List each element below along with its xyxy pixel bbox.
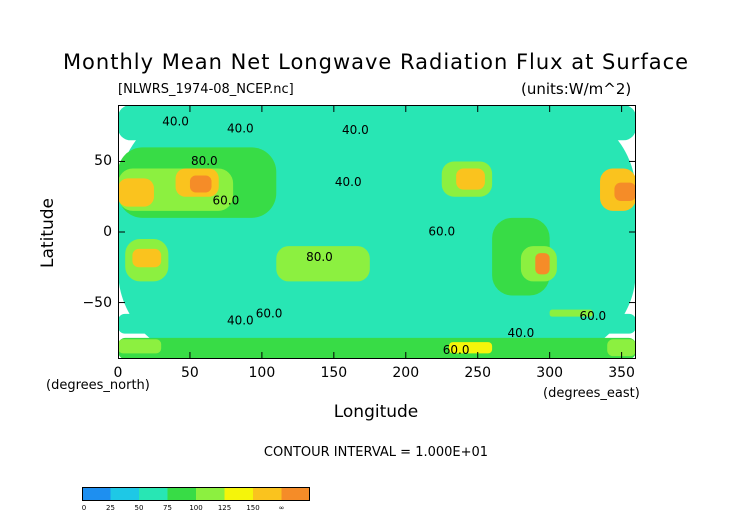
y-axis-label: Latitude [38, 198, 58, 268]
flux-region-13 [132, 248, 162, 268]
flux-region-9 [456, 168, 485, 190]
file-name: [NLWRS_1974-08_NCEP.nc] [118, 82, 294, 97]
contour-label: 80.0 [306, 250, 333, 264]
legend-label: 50 [134, 504, 144, 512]
contour-label: 80.0 [191, 154, 218, 168]
flux-region-23 [607, 339, 636, 357]
contour-interval: CONTOUR INTERVAL = 1.000E+01 [263, 445, 489, 460]
flux-region-11 [614, 182, 636, 201]
legend-swatch [167, 487, 196, 501]
flux-region-21 [448, 342, 493, 354]
legend-label: 0 [81, 504, 87, 512]
contour-label: 40.0 [227, 313, 254, 327]
contour-label: 40.0 [335, 175, 362, 189]
legend-swatch [281, 487, 310, 501]
color-legend: 0 25 50 75 100 125 150 ∞ [82, 487, 312, 515]
y-tick-label: 0 [103, 224, 112, 240]
flux-region-5 [118, 178, 154, 207]
legend-swatch [139, 487, 168, 501]
color-legend-bar [82, 487, 310, 501]
contour-label: 60.0 [428, 225, 455, 239]
y-tick-label: 50 [94, 153, 112, 170]
legend-frame [82, 487, 310, 501]
contour-label: 40.0 [227, 121, 254, 135]
legend-label: 125 [217, 504, 232, 512]
legend-swatch [224, 487, 253, 501]
x-tick-label: 50 [181, 365, 199, 381]
flux-region-19 [118, 337, 636, 359]
flux-region-14 [276, 246, 370, 282]
x-tick-label: 100 [248, 365, 276, 381]
contour-label: 40.0 [342, 123, 369, 137]
y-direction-label: (degrees_north) [46, 378, 150, 393]
legend-label: 150 [246, 504, 260, 512]
x-tick-label: 0 [113, 365, 123, 381]
x-axis-label: Longitude [333, 402, 419, 422]
contour-label: 40.0 [508, 326, 535, 340]
flux-region-22 [549, 309, 593, 317]
contour-label: 40.0 [162, 114, 189, 128]
legend-label: 75 [163, 504, 172, 512]
y-tick-label: −50 [82, 294, 112, 311]
legend-label: ∞ [278, 504, 285, 512]
legend-label: 25 [106, 504, 115, 512]
legend-swatch [253, 487, 282, 501]
flux-region-17 [535, 253, 550, 275]
x-tick-label: 200 [392, 365, 420, 381]
legend-swatch [196, 487, 225, 501]
legend-label: 100 [189, 504, 203, 512]
contour-label: 60.0 [256, 306, 283, 320]
x-tick-label: 250 [464, 365, 492, 381]
flux-region-2 [247, 161, 478, 275]
x-tick-label: 350 [608, 365, 635, 381]
legend-swatch [82, 487, 111, 501]
legend-swatch [110, 487, 139, 501]
contour-label: 60.0 [213, 193, 240, 207]
flux-region-20 [118, 339, 162, 354]
contour-label: 60.0 [443, 343, 470, 357]
contour-label: 60.0 [579, 309, 606, 323]
chart-title: Monthly Mean Net Longwave Radiation Flux… [62, 50, 690, 74]
plot-area: 40.040.0 40.080.040.060.060.080.040.060.0… [118, 105, 636, 359]
x-direction-label: (degrees_east) [543, 386, 640, 401]
x-tick-label: 300 [536, 365, 564, 381]
units-label: (units:W/m^2) [521, 80, 632, 98]
flux-region-1 [118, 105, 636, 141]
flux-region-18 [118, 313, 636, 334]
x-tick-label: 150 [320, 365, 348, 381]
flux-region-7 [189, 175, 212, 193]
